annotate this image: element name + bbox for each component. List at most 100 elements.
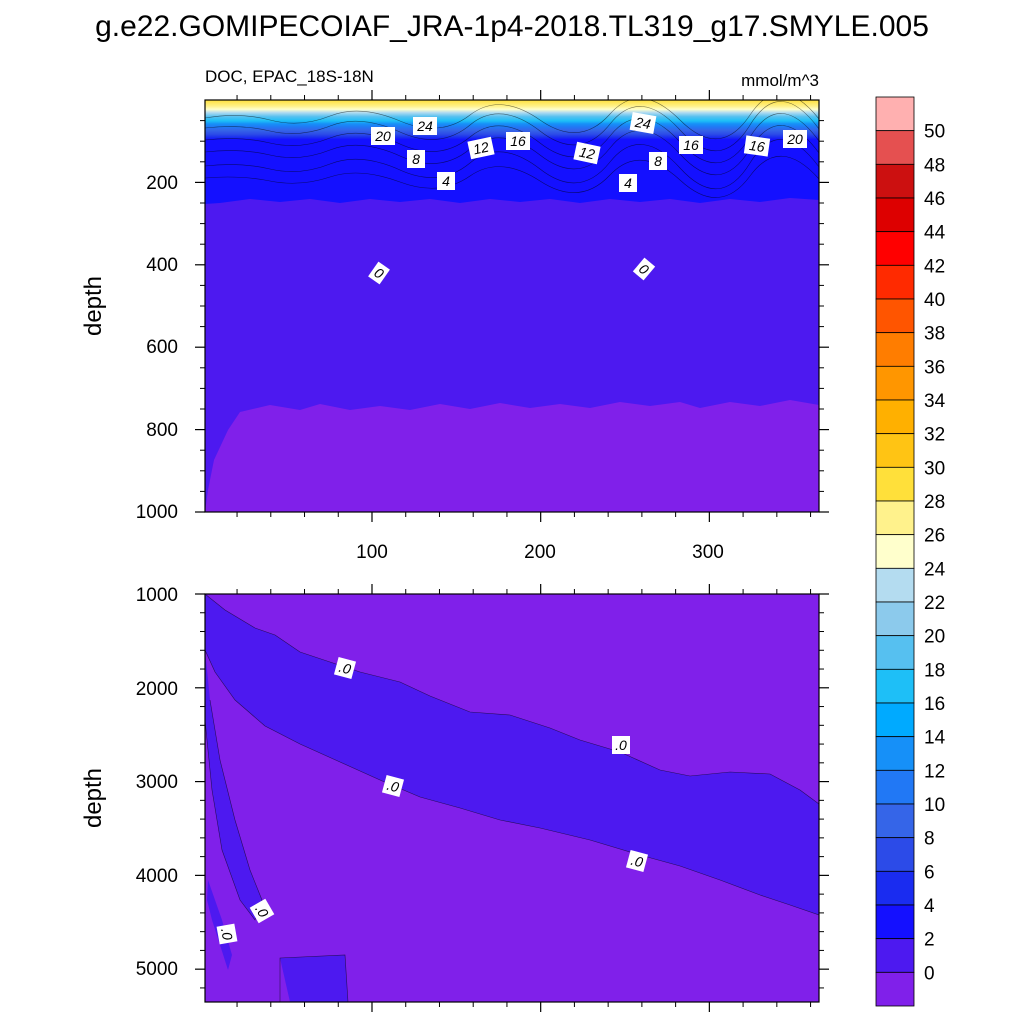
bottom-ytick-label: 2000 [136, 679, 178, 700]
colorbar-swatch [875, 803, 915, 839]
colorbar-swatch [875, 971, 915, 1007]
top-field-surface-gradient [205, 100, 819, 204]
colorbar-swatch [875, 197, 915, 233]
colorbar-label: 26 [924, 526, 945, 547]
colorbar-label: 50 [924, 122, 945, 143]
contour-label: .0 [629, 852, 645, 871]
bottom-ytick-label: 3000 [136, 772, 178, 793]
contour-label: 16 [510, 133, 526, 149]
colorbar-label: 0 [924, 963, 935, 984]
bottom-ytick-label: 5000 [136, 959, 178, 980]
colorbar-label: 30 [924, 458, 945, 479]
colorbar-label: 22 [924, 593, 945, 614]
contour-label: 24 [416, 118, 433, 134]
bottom-left-wedge [205, 650, 262, 920]
colorbar-label: 16 [924, 694, 945, 715]
top-ytick-label: 800 [146, 420, 178, 441]
top-panel-left-label: DOC, EPAC_18S-18N [205, 67, 374, 86]
colorbar-swatch [875, 668, 915, 704]
colorbar-swatch [875, 399, 915, 435]
contour-label: 16 [683, 137, 699, 153]
colorbar-label: 28 [924, 492, 945, 513]
top-field-0-2-band [205, 100, 819, 512]
colorbar-label: 8 [924, 829, 935, 850]
colorbar-swatch [875, 365, 915, 401]
colorbar-label: 40 [924, 290, 945, 311]
contour-label: .0 [615, 737, 627, 753]
colorbar: 5048464442403836343230282624222018161412… [875, 96, 946, 1007]
colorbar-swatch [875, 534, 915, 569]
contour-label: 20 [786, 131, 803, 147]
top-xtick-label: 300 [692, 542, 724, 563]
colorbar-label: 20 [924, 627, 945, 648]
colorbar-label: 4 [924, 896, 935, 917]
colorbar-swatch [875, 96, 915, 132]
contour-label: 12 [578, 144, 597, 163]
contour-label: 12 [472, 139, 491, 158]
bottom-ytick-label: 1000 [136, 585, 178, 606]
colorbar-label: 12 [924, 761, 945, 782]
contour-label: .0 [385, 777, 401, 796]
contour-label: 4 [442, 173, 450, 189]
colorbar-label: 24 [924, 559, 946, 580]
contour-label: 4 [624, 175, 632, 191]
colorbar-swatch [875, 736, 915, 771]
colorbar-swatch [875, 635, 915, 670]
colorbar-swatch [875, 466, 915, 502]
colorbar-swatch [875, 298, 915, 334]
bottom-axis-ticks [195, 584, 829, 1012]
contour-label: 16 [748, 137, 766, 155]
bottom-deep-patch [280, 955, 348, 1002]
contour-label: .0 [218, 927, 236, 941]
bottom-ytick-label: 4000 [136, 866, 178, 887]
bottom-diagonal-band [205, 594, 819, 915]
top-ytick-label: 600 [146, 337, 178, 358]
top-xtick-label: 100 [356, 542, 388, 563]
contour-label: 24 [633, 114, 652, 133]
top-ytick-label: 200 [146, 173, 178, 194]
colorbar-label: 14 [924, 728, 946, 749]
colorbar-swatch [875, 769, 915, 805]
bottom-panel: .0 .0 .0 .0 .0 .0 1000 2000 3000 4000 50… [80, 584, 829, 1012]
top-ytick-label: 1000 [136, 502, 178, 523]
colorbar-swatch [875, 904, 915, 940]
colorbar-label: 10 [924, 795, 945, 816]
contour-label: 8 [412, 151, 420, 167]
colorbar-swatch [875, 264, 915, 300]
colorbar-swatch [875, 837, 915, 872]
figure-title: g.e22.GOMIPECOIAF_JRA-1p4-2018.TL319_g17… [95, 10, 929, 43]
top-ylabel: depth [80, 276, 107, 336]
colorbar-label: 42 [924, 256, 945, 277]
colorbar-label: 48 [924, 155, 945, 176]
colorbar-label: 46 [924, 189, 945, 210]
colorbar-label: 38 [924, 324, 945, 345]
colorbar-swatch [875, 500, 915, 536]
colorbar-swatch [875, 433, 915, 468]
colorbar-swatch [875, 938, 915, 973]
colorbar-swatch [875, 870, 915, 906]
bottom-left-sliver [207, 880, 232, 970]
colorbar-label: 32 [924, 425, 945, 446]
top-contour-labels: 20 24 8 12 16 4 12 24 4 8 16 16 20 0 0 [368, 112, 807, 285]
colorbar-swatch [875, 231, 915, 266]
colorbar-label: 36 [924, 357, 945, 378]
contour-label: .0 [337, 659, 353, 678]
top-panel: DOC, EPAC_18S-18N mmol/m^3 20 24 8 [80, 67, 829, 563]
colorbar-swatch [875, 332, 915, 367]
top-xtick-label: 200 [524, 542, 556, 563]
colorbar-swatch [875, 567, 915, 603]
contour-label: 8 [654, 153, 662, 169]
top-ytick-label: 400 [146, 255, 178, 276]
colorbar-label: 2 [924, 930, 935, 951]
top-axis-ticks [195, 90, 829, 522]
colorbar-swatch [875, 702, 915, 738]
colorbar-label: 34 [924, 391, 946, 412]
bottom-ylabel: depth [80, 768, 107, 828]
colorbar-label: 6 [924, 862, 935, 883]
top-panel-units-label: mmol/m^3 [741, 71, 819, 90]
bottom-contour-labels: .0 .0 .0 .0 .0 .0 [216, 656, 649, 945]
colorbar-swatch [875, 130, 915, 165]
colorbar-label: 44 [924, 223, 946, 244]
colorbar-swatch [875, 163, 915, 199]
